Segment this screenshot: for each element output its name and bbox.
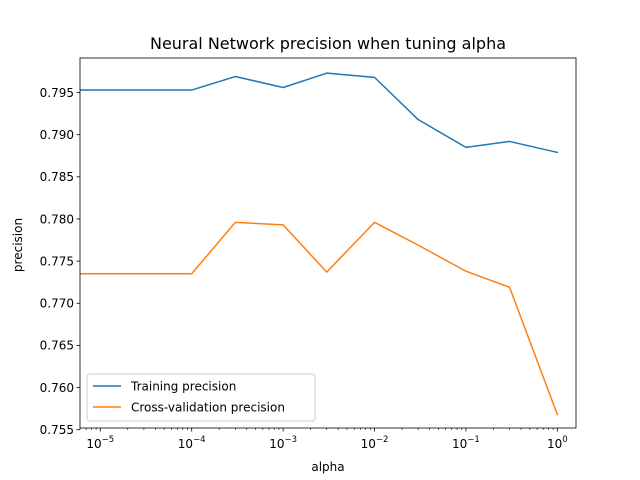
y-tick-label-6: 0.785: [40, 170, 74, 184]
y-tick-label-3: 0.770: [40, 297, 74, 311]
series-line-0: [80, 72, 559, 154]
y-tick-label-5: 0.780: [40, 212, 74, 226]
chart-title: Neural Network precision when tuning alp…: [150, 34, 506, 53]
legend-box: [86, 373, 316, 422]
y-tick-label-4: 0.775: [40, 254, 74, 268]
x-tick-label-4: 10−1: [452, 435, 480, 451]
x-tick-label-2: 10−3: [269, 435, 297, 451]
x-tick-label-1: 10−4: [178, 435, 206, 451]
x-tick-label-3: 10−2: [361, 435, 389, 451]
y-tick-label-0: 0.755: [40, 423, 74, 437]
axes-frame: [79, 57, 577, 429]
x-axis-label: alpha: [311, 460, 344, 474]
legend: Training precision Cross-validation preci…: [86, 373, 316, 422]
series-line-1: [80, 221, 559, 416]
legend-label-0: Training precision: [130, 379, 236, 393]
y-tick-label-8: 0.795: [40, 86, 74, 100]
y-tick-label-7: 0.790: [40, 128, 74, 142]
y-tick-label-2: 0.765: [40, 339, 74, 353]
plot-area: 0.755 0.760 0.765 0.770 0.775 0.780 0.785 0.790…: [40, 57, 577, 451]
x-tick-label-5: 100: [547, 435, 568, 451]
series-lines: [80, 72, 559, 416]
y-tick-label-1: 0.760: [40, 381, 74, 395]
y-axis-label: precision: [11, 218, 25, 272]
x-tick-label-0: 10−5: [86, 435, 114, 451]
legend-label-1: Cross-validation precision: [131, 400, 285, 414]
